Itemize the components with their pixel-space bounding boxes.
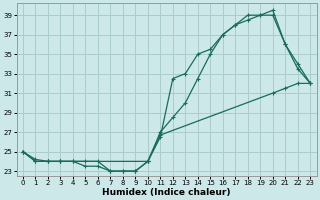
- X-axis label: Humidex (Indice chaleur): Humidex (Indice chaleur): [102, 188, 231, 197]
